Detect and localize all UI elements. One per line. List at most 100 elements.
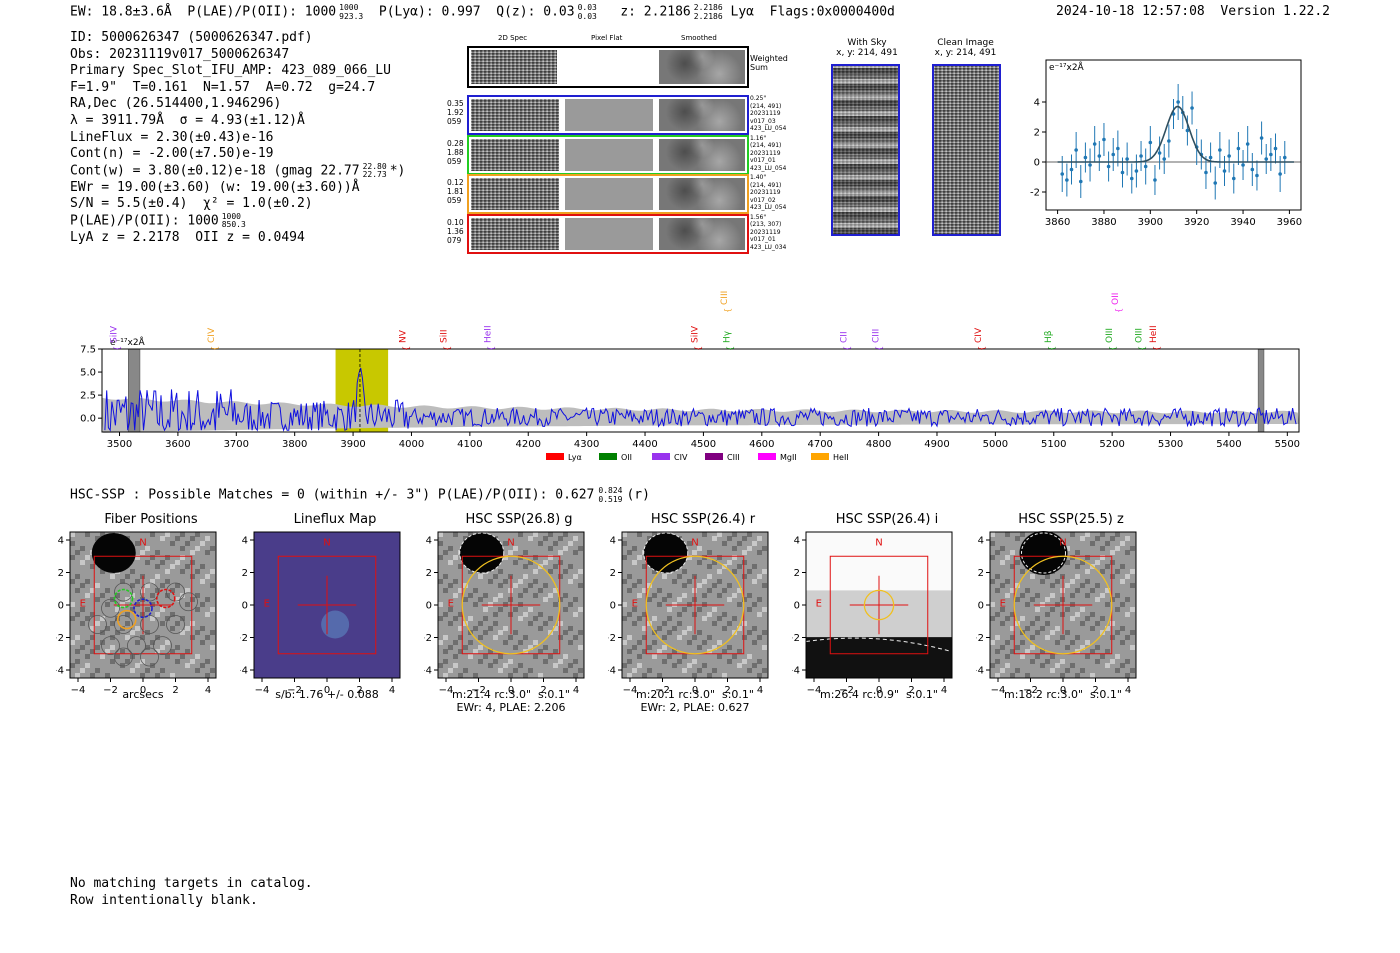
- fit-data-point: [1222, 169, 1227, 173]
- hsc-noise-pixel: [1125, 550, 1130, 555]
- hsc-noise-pixel: [463, 668, 468, 673]
- east-marker: E: [448, 599, 454, 610]
- hsc-noise-pixel: [702, 579, 707, 584]
- hsc-noise-pixel: [667, 607, 672, 612]
- cutout-smooth: [659, 178, 745, 210]
- hsc-noise-pixel: [732, 546, 737, 551]
- hsc-noise-pixel: [80, 546, 85, 551]
- hsc-noise-pixel: [752, 564, 757, 569]
- hsc-noise-pixel: [1010, 612, 1015, 617]
- hsc-noise-pixel: [642, 588, 647, 593]
- fit-data-point: [1111, 152, 1116, 157]
- hsc-noise-pixel: [468, 640, 473, 645]
- hsc-noise-pixel: [438, 640, 443, 645]
- fit-data-point: [1231, 176, 1236, 181]
- hsc-noise-pixel: [1090, 541, 1095, 546]
- fiber-circle: [140, 615, 159, 634]
- hsc-noise-pixel: [498, 630, 503, 635]
- hsc-noise-pixel: [1075, 574, 1080, 579]
- hsc-noise-pixel: [175, 536, 180, 541]
- hsc-noise-pixel: [135, 626, 140, 631]
- hsc-noise-pixel: [90, 673, 95, 678]
- hsc-noise-pixel: [155, 574, 160, 579]
- hsc-noise-pixel: [448, 583, 453, 588]
- hsc-noise-pixel: [1105, 663, 1110, 668]
- hsc-noise-pixel: [1050, 654, 1055, 659]
- photometry-aperture: [461, 555, 561, 655]
- hsc-noise-pixel: [453, 555, 458, 560]
- hsc-noise-pixel: [85, 532, 90, 537]
- hsc-noise-pixel: [75, 550, 80, 555]
- hsc-noise-pixel: [1080, 607, 1085, 612]
- fit-data-point: [1153, 178, 1157, 182]
- hsc-noise-pixel: [508, 550, 513, 555]
- hsc-noise-pixel: [647, 536, 652, 541]
- hsc-xtick-label: −4: [623, 685, 638, 696]
- hsc-noise-pixel: [627, 635, 632, 640]
- hsc-noise-pixel: [752, 663, 757, 668]
- hsc-noise-pixel: [747, 546, 752, 551]
- plae-info-lo: 850.3: [221, 220, 246, 230]
- hsc-noise-pixel: [1000, 668, 1005, 673]
- fit-xtick-label: 3920: [1184, 217, 1209, 228]
- hsc-ytick-label: −2: [240, 633, 248, 644]
- hsc-noise-pixel: [757, 550, 762, 555]
- hsc-noise-pixel: [498, 668, 503, 673]
- hsc-noise-pixel: [513, 668, 518, 673]
- fit-data-point: [1250, 167, 1255, 172]
- hsc-noise-pixel: [528, 621, 533, 626]
- hsc-noise-pixel: [687, 626, 692, 631]
- hsc-noise-pixel: [573, 635, 578, 640]
- hsc-noise-pixel: [185, 588, 190, 593]
- hsc-noise-pixel: [752, 579, 757, 584]
- hsc-footprint-box: [277, 555, 377, 655]
- hsc-noise-pixel: [1095, 659, 1100, 664]
- hsc-noise-pixel: [523, 564, 528, 569]
- bright-source: [1019, 531, 1068, 575]
- with-sky-label: With Sky: [847, 38, 887, 48]
- hsc-noise-pixel: [548, 593, 553, 598]
- hsc-noise-pixel: [757, 673, 762, 678]
- sn-chi2: S/N = 5.5(±0.4) χ² = 1.0(±0.2): [70, 196, 313, 212]
- hsc-noise-pixel: [443, 588, 448, 593]
- hsc-noise-pixel: [195, 630, 200, 635]
- hsc-noise-pixel: [712, 536, 717, 541]
- hsc-noise-pixel: [533, 593, 538, 598]
- hsc-noise-pixel: [622, 640, 627, 645]
- hsc-ytick-label: 0: [610, 601, 616, 612]
- hsc-noise-pixel: [493, 574, 498, 579]
- hsc-noise-pixel: [1075, 612, 1080, 617]
- hsc-noise-pixel: [170, 673, 175, 678]
- hsc-noise-pixel: [438, 555, 443, 560]
- hsc-noise-pixel: [488, 649, 493, 654]
- hsc-noise-pixel: [722, 541, 727, 546]
- hsc-ytick-label: −2: [976, 633, 984, 644]
- hsc-noise-pixel: [125, 635, 130, 640]
- hsc-noise-pixel: [70, 541, 75, 546]
- hsc-noise-pixel: [622, 579, 627, 584]
- hsc-noise-pixel: [473, 626, 478, 631]
- hsc-noise-pixel: [732, 532, 737, 537]
- hsc-noise-pixel: [578, 583, 583, 588]
- legend-label: OII: [621, 453, 632, 462]
- hsc-noise-pixel: [438, 541, 443, 546]
- hsc-noise-pixel: [1105, 541, 1110, 546]
- hsc-noise-pixel: [642, 649, 647, 654]
- plae-header: P(LAE)/P(OII): 1000: [187, 4, 337, 20]
- spec-xtick-label: 4900: [924, 439, 949, 450]
- hsc-noise-pixel: [508, 673, 513, 678]
- hsc-noise-pixel: [995, 649, 1000, 654]
- hsc-noise-pixel: [1030, 597, 1035, 602]
- hsc-noise-pixel: [1000, 645, 1005, 650]
- bright-source: [459, 533, 504, 573]
- hsc-noise-pixel: [95, 597, 100, 602]
- fiber-circle: [140, 647, 159, 667]
- hsc-noise-pixel: [533, 532, 538, 537]
- hsc-noise-pixel: [1060, 635, 1065, 640]
- fiber-circle: [166, 615, 185, 634]
- hsc-noise-pixel: [712, 560, 717, 565]
- hsc-noise-pixel: [503, 541, 508, 546]
- fit-data-point: [1088, 163, 1092, 167]
- hsc-noise-pixel: [205, 659, 210, 664]
- cutout-2d: [471, 178, 559, 210]
